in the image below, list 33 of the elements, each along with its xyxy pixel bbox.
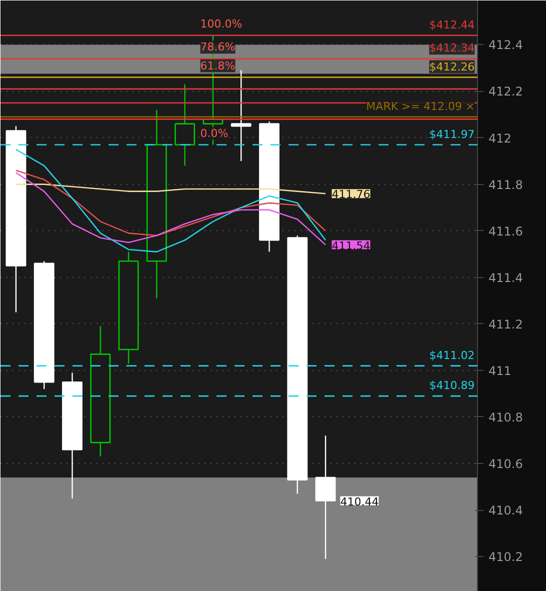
ref-line-label: $410.89 <box>429 379 475 392</box>
y-tick-label: 412.2 <box>488 84 523 99</box>
ref-line-label: MARK >= 412.09 × <box>366 100 475 113</box>
y-tick-label: 411 <box>488 364 512 378</box>
ref-line-label: $412.44 <box>429 18 475 32</box>
annotation: 61.8% <box>200 59 236 72</box>
candlestick <box>174 84 196 166</box>
y-tick-label: 411.8 <box>488 178 523 192</box>
annotation: 78.6% <box>200 40 236 54</box>
line-series <box>15 170 326 236</box>
y-tick-label: 411.4 <box>488 270 523 285</box>
y-tick-label: 410.2 <box>488 550 523 564</box>
ref-line-label: $412.26 <box>429 60 475 74</box>
ref-line-label: $412.34 <box>429 42 475 55</box>
candlestick <box>315 435 336 560</box>
line-series <box>15 184 326 194</box>
annotation: 100.0% <box>200 17 242 30</box>
candlestick <box>230 70 252 162</box>
data-label: 411.54 <box>332 239 370 252</box>
y-tick-label: 412 <box>488 131 512 146</box>
line-series <box>15 172 326 246</box>
annotation: 0.0% <box>200 126 228 140</box>
text: 410.44 <box>340 495 379 508</box>
y-tick-label: 411.6 <box>488 224 523 238</box>
y-tick-label: 410.6 <box>488 457 523 472</box>
y-tick-label: 412.4 <box>488 38 523 52</box>
y-tick-label: 411.2 <box>488 317 523 332</box>
y-tick-label: 410.4 <box>488 504 523 518</box>
ref-line-label: $411.97 <box>429 128 475 141</box>
line-series <box>15 148 326 252</box>
ref-line-label: $411.02 <box>429 348 475 362</box>
y-tick-label: 410.8 <box>488 410 523 424</box>
data-label: 411.76 <box>332 188 370 202</box>
